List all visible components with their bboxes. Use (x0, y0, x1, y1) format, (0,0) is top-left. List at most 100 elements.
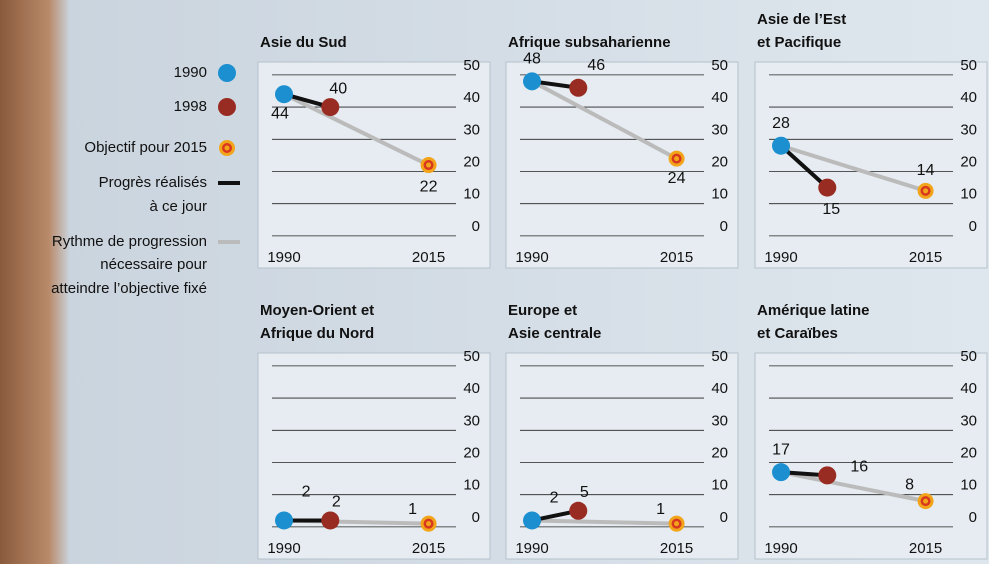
x-tick-label: 2015 (909, 540, 942, 557)
data-point (321, 98, 339, 116)
value-label: 44 (271, 105, 289, 122)
panel (258, 353, 490, 559)
panel (506, 62, 738, 268)
y-tick-label: 30 (711, 412, 728, 429)
y-tick-label: 10 (960, 186, 977, 203)
y-tick-label: 50 (711, 348, 728, 365)
panel-title: Moyen-Orient et (260, 302, 374, 319)
data-point (321, 511, 339, 529)
legend-label: 1990 (174, 64, 207, 81)
y-tick-label: 50 (463, 57, 480, 74)
x-tick-label: 2015 (660, 249, 693, 266)
x-tick-label: 1990 (267, 540, 300, 557)
x-tick-label: 1990 (267, 249, 300, 266)
value-label: 2 (332, 494, 341, 511)
x-tick-label: 2015 (412, 249, 445, 266)
legend-label: nécessaire pour (100, 256, 207, 273)
value-label: 46 (587, 57, 605, 74)
data-point (818, 179, 836, 197)
legend-label: Rythme de progression (52, 233, 207, 250)
panel-title: Asie de l’Est (757, 11, 846, 28)
data-point (772, 137, 790, 155)
legend-marker (218, 98, 236, 116)
y-tick-label: 10 (711, 477, 728, 494)
y-tick-label: 10 (960, 477, 977, 494)
panel-title: Europe et (508, 302, 577, 319)
data-point-center (674, 521, 679, 526)
data-point (523, 511, 541, 529)
y-tick-label: 50 (711, 57, 728, 74)
y-tick-label: 40 (711, 380, 728, 397)
data-point (569, 502, 587, 520)
x-tick-label: 2015 (412, 540, 445, 557)
value-label: 28 (772, 115, 790, 132)
y-tick-label: 10 (463, 477, 480, 494)
y-tick-label: 20 (960, 444, 977, 461)
x-tick-label: 2015 (909, 249, 942, 266)
y-tick-label: 10 (463, 186, 480, 203)
y-tick-label: 40 (711, 89, 728, 106)
panel-title: et Pacifique (757, 34, 841, 51)
y-tick-label: 40 (960, 380, 977, 397)
x-tick-label: 2015 (660, 540, 693, 557)
y-tick-label: 0 (969, 218, 977, 235)
data-point-center (674, 156, 679, 161)
panel-title: Asie centrale (508, 325, 601, 342)
value-label: 24 (668, 170, 686, 187)
y-tick-label: 0 (969, 509, 977, 526)
data-point (569, 79, 587, 97)
panel-title: Asie du Sud (260, 34, 347, 51)
value-label: 16 (850, 459, 868, 476)
value-label: 1 (408, 501, 417, 518)
data-point-center (426, 163, 431, 168)
data-point (275, 511, 293, 529)
value-label: 5 (580, 484, 589, 501)
panel-title: Afrique du Nord (260, 325, 374, 342)
y-tick-label: 20 (711, 153, 728, 170)
x-tick-label: 1990 (764, 540, 797, 557)
x-tick-label: 1990 (764, 249, 797, 266)
y-tick-label: 50 (463, 348, 480, 365)
value-label: 2 (302, 484, 311, 501)
chart-page: 1990 1998 Objectif pour 2015 Progrès réalis… (0, 0, 989, 564)
data-point-center (923, 188, 928, 193)
value-label: 22 (420, 178, 438, 195)
x-tick-label: 1990 (515, 540, 548, 557)
value-label: 17 (772, 441, 790, 458)
y-tick-label: 40 (960, 89, 977, 106)
y-tick-label: 0 (472, 509, 480, 526)
y-tick-label: 30 (463, 412, 480, 429)
panel (755, 62, 987, 268)
y-tick-label: 30 (711, 121, 728, 138)
value-label: 2 (550, 490, 559, 507)
data-point-center (426, 521, 431, 526)
y-tick-label: 20 (960, 153, 977, 170)
panel-title: Afrique subsaharienne (508, 34, 671, 51)
panel-title: Amérique latine (757, 302, 870, 319)
value-label: 48 (523, 51, 541, 68)
legend-marker (218, 64, 236, 82)
y-tick-label: 20 (711, 444, 728, 461)
panel-title: et Caraïbes (757, 325, 838, 342)
legend-label: 1998 (174, 98, 207, 115)
data-point (772, 463, 790, 481)
y-tick-label: 40 (463, 380, 480, 397)
value-label: 14 (917, 162, 935, 179)
legend-label: Objectif pour 2015 (84, 139, 207, 156)
y-tick-label: 30 (960, 412, 977, 429)
panel (506, 353, 738, 559)
x-tick-label: 1990 (515, 249, 548, 266)
data-point (275, 85, 293, 103)
value-label: 40 (329, 80, 347, 97)
value-label: 8 (905, 476, 914, 493)
data-point-center (923, 499, 928, 504)
y-tick-label: 0 (720, 218, 728, 235)
y-tick-label: 0 (720, 509, 728, 526)
y-tick-label: 50 (960, 57, 977, 74)
legend-label: Progrès réalisés (99, 174, 207, 191)
data-point (818, 466, 836, 484)
value-label: 15 (822, 201, 840, 218)
legend-label: à ce jour (149, 198, 207, 215)
y-tick-label: 20 (463, 444, 480, 461)
y-tick-label: 20 (463, 153, 480, 170)
